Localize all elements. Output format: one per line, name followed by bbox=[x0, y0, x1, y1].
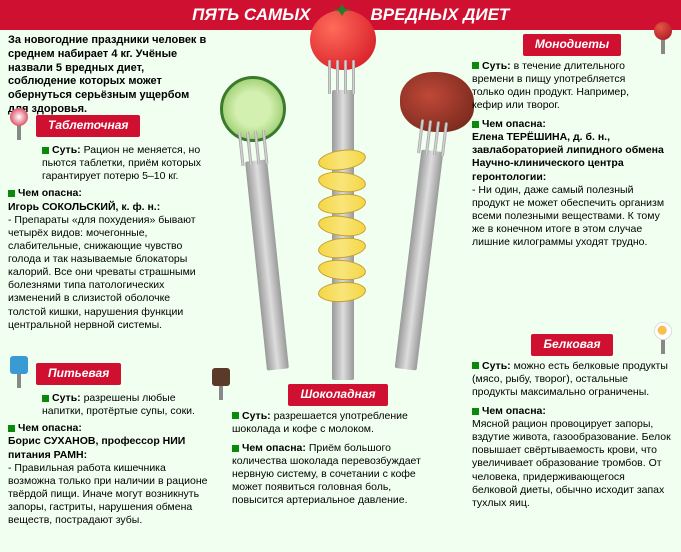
fork-center bbox=[332, 90, 354, 380]
intro-text: За новогодние праздники человек в средне… bbox=[8, 34, 208, 117]
danger-text: - Препараты «для похудения» бывают четыр… bbox=[8, 214, 196, 331]
fork-right bbox=[395, 149, 444, 370]
cucumber-icon bbox=[220, 76, 286, 142]
drink-icon bbox=[8, 360, 30, 388]
danger-text: - Ни один, даже самый полезный продукт н… bbox=[472, 184, 664, 249]
diet-monodiety: Монодиеты Суть: в течение длительного вр… bbox=[472, 34, 672, 249]
danger-label: Чем опасна: bbox=[18, 187, 82, 199]
essence-label: Суть: bbox=[482, 60, 511, 72]
header-left: ПЯТЬ САМЫХ bbox=[0, 0, 341, 30]
diet-title: Питьевая bbox=[36, 363, 121, 385]
essence-label: Суть: bbox=[482, 360, 511, 372]
fork-left bbox=[245, 159, 289, 370]
diet-tabletochnaya: Таблеточная Суть: Рацион не меняется, но… bbox=[8, 112, 208, 332]
danger-text: - Правильная работа кишечника возможна т… bbox=[8, 462, 207, 527]
measuring-tape bbox=[318, 150, 368, 330]
expert-name: Борис СУХАНОВ, профессор НИИ питания РАМ… bbox=[8, 435, 185, 460]
diet-title: Белковая bbox=[531, 334, 612, 356]
chocolate-icon bbox=[210, 372, 232, 400]
danger-label: Чем опасна: bbox=[482, 405, 546, 417]
pill-icon bbox=[8, 112, 30, 140]
diet-pitevaya: Питьевая Суть: разрешены любые напитки, … bbox=[8, 360, 208, 527]
diet-title: Монодиеты bbox=[523, 34, 621, 56]
expert-name: Игорь СОКОЛЬСКИЙ, к. ф. н.: bbox=[8, 201, 160, 213]
danger-label: Чем опасна: bbox=[242, 442, 306, 454]
essence-label: Суть: bbox=[52, 144, 81, 156]
apple-icon bbox=[652, 26, 674, 54]
header-right: ВРЕДНЫХ ДИЕТ bbox=[341, 0, 681, 30]
diet-title: Таблеточная bbox=[36, 115, 140, 137]
header-bar: ПЯТЬ САМЫХ ВРЕДНЫХ ДИЕТ bbox=[0, 0, 681, 30]
danger-text: Мясной рацион провоцирует запоры, вздути… bbox=[472, 418, 671, 509]
diet-title: Шоколадная bbox=[288, 384, 387, 406]
expert-name: Елена ТЕРЁШИНА, д. б. н., завлабораторие… bbox=[472, 131, 664, 182]
meat-icon bbox=[400, 72, 474, 132]
essence-label: Суть: bbox=[52, 392, 81, 404]
diet-shokoladnaya: Шоколадная Суть: разрешается употреблени… bbox=[232, 384, 444, 507]
danger-label: Чем опасна: bbox=[18, 422, 82, 434]
diet-belkovaya: Белковая Суть: можно есть белковые проду… bbox=[472, 334, 672, 510]
essence-label: Суть: bbox=[242, 410, 271, 422]
central-illustration bbox=[210, 0, 470, 380]
egg-icon bbox=[652, 326, 674, 354]
danger-label: Чем опасна: bbox=[482, 118, 546, 130]
